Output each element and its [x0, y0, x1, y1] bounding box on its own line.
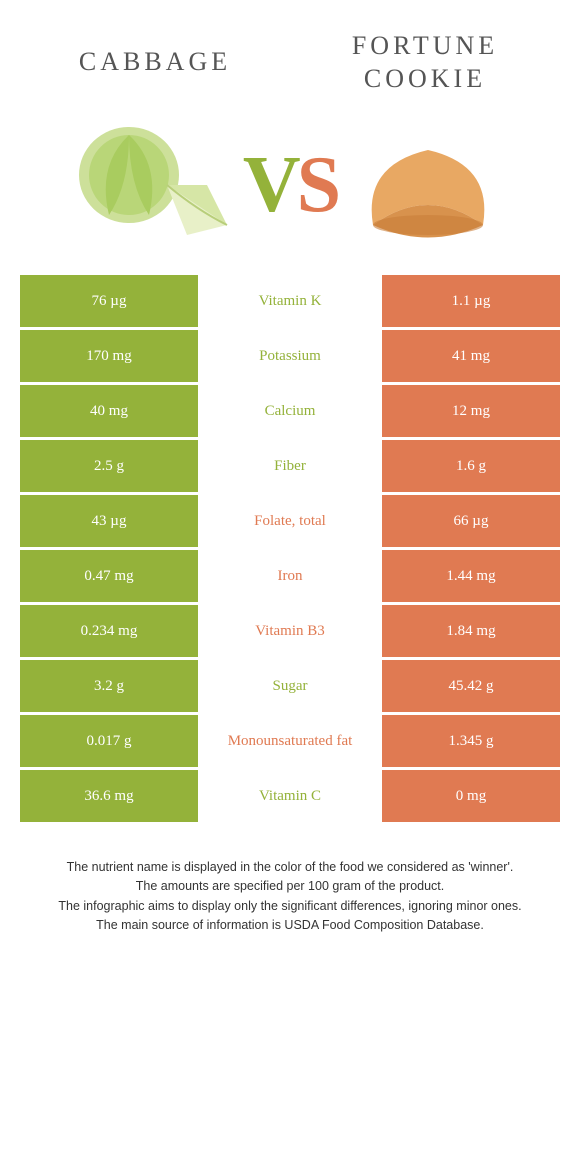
nutrient-label: Sugar [198, 660, 382, 712]
nutrient-label: Vitamin K [198, 275, 382, 327]
right-value: 12 mg [382, 385, 560, 437]
nutrient-label: Calcium [198, 385, 382, 437]
footnote-line: The main source of information is USDA F… [32, 916, 548, 935]
right-value: 1.84 mg [382, 605, 560, 657]
right-value: 0 mg [382, 770, 560, 822]
nutrient-row: 0.47 mgIron1.44 mg [20, 550, 560, 602]
nutrient-table: 76 µgVitamin K1.1 µg170 mgPotassium41 mg… [20, 275, 560, 822]
right-value: 41 mg [382, 330, 560, 382]
nutrient-row: 3.2 gSugar45.42 g [20, 660, 560, 712]
left-value: 0.017 g [20, 715, 198, 767]
vs-label: VS [243, 145, 337, 225]
nutrient-label: Monounsaturated fat [198, 715, 382, 767]
vs-v: V [243, 141, 297, 229]
left-value: 0.47 mg [20, 550, 198, 602]
nutrient-label: Folate, total [198, 495, 382, 547]
left-value: 43 µg [20, 495, 198, 547]
nutrient-label: Vitamin B3 [198, 605, 382, 657]
right-value: 45.42 g [382, 660, 560, 712]
cabbage-illustration [67, 115, 237, 255]
left-value: 36.6 mg [20, 770, 198, 822]
footnotes: The nutrient name is displayed in the co… [20, 858, 560, 936]
nutrient-row: 40 mgCalcium12 mg [20, 385, 560, 437]
nutrient-row: 2.5 gFiber1.6 g [20, 440, 560, 492]
left-value: 76 µg [20, 275, 198, 327]
nutrient-row: 76 µgVitamin K1.1 µg [20, 275, 560, 327]
nutrient-label: Vitamin C [198, 770, 382, 822]
nutrient-label: Fiber [198, 440, 382, 492]
right-value: 1.6 g [382, 440, 560, 492]
right-value: 66 µg [382, 495, 560, 547]
hero-row: VS [20, 115, 560, 255]
left-value: 2.5 g [20, 440, 198, 492]
nutrient-label: Iron [198, 550, 382, 602]
left-value: 170 mg [20, 330, 198, 382]
right-value: 1.1 µg [382, 275, 560, 327]
nutrient-row: 43 µgFolate, total66 µg [20, 495, 560, 547]
nutrient-row: 0.234 mgVitamin B31.84 mg [20, 605, 560, 657]
left-value: 0.234 mg [20, 605, 198, 657]
left-value: 40 mg [20, 385, 198, 437]
nutrient-row: 0.017 gMonounsaturated fat1.345 g [20, 715, 560, 767]
right-value: 1.44 mg [382, 550, 560, 602]
nutrient-label: Potassium [198, 330, 382, 382]
vs-s: S [297, 141, 338, 229]
footnote-line: The nutrient name is displayed in the co… [32, 858, 548, 877]
nutrient-row: 36.6 mgVitamin C0 mg [20, 770, 560, 822]
title-row: CABBAGE FORTUNE COOKIE [20, 30, 560, 95]
footnote-line: The infographic aims to display only the… [32, 897, 548, 916]
left-food-title: CABBAGE [20, 46, 290, 79]
nutrient-row: 170 mgPotassium41 mg [20, 330, 560, 382]
footnote-line: The amounts are specified per 100 gram o… [32, 877, 548, 896]
right-value: 1.345 g [382, 715, 560, 767]
infographic: CABBAGE FORTUNE COOKIE VS [0, 0, 580, 976]
left-value: 3.2 g [20, 660, 198, 712]
right-food-title: FORTUNE COOKIE [290, 30, 560, 95]
fortune-cookie-illustration [343, 115, 513, 255]
